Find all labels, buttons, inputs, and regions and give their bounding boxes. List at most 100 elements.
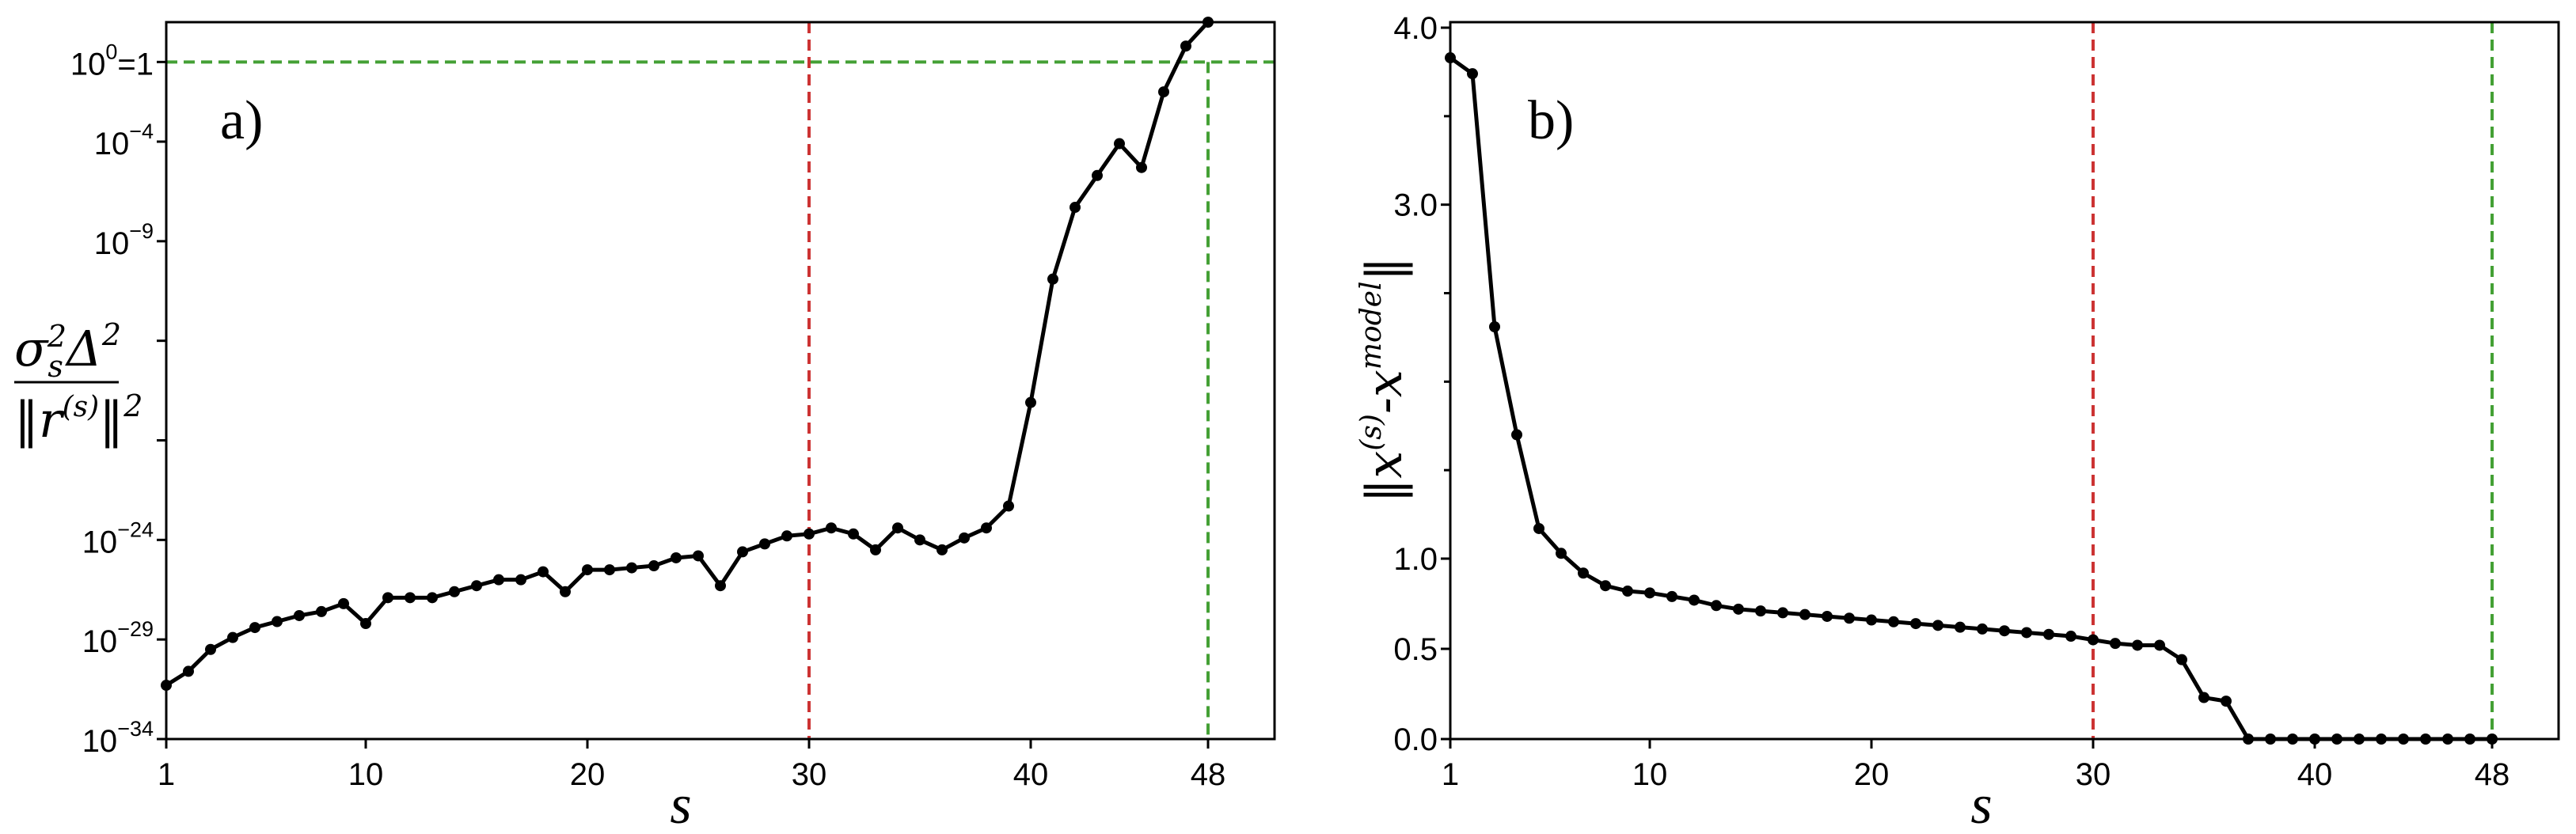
- panel-a-point: [1070, 202, 1081, 214]
- panel-a-xtick-label: 40: [1013, 757, 1049, 792]
- panel-a-point: [471, 580, 482, 592]
- panel-a-ylabel: σs2Δ2 ‖r(s)‖2: [14, 317, 142, 449]
- panel-b-point: [1467, 68, 1478, 80]
- panel-a-x-ticks: 1 10 20 30 40 48: [158, 739, 1225, 792]
- panel-a-point: [759, 538, 770, 550]
- panel-a-point: [1047, 273, 1058, 285]
- panel-a-point: [848, 528, 859, 540]
- panel-b-point: [1932, 620, 1943, 631]
- panel-b-point: [2198, 692, 2209, 703]
- panel-a-point: [205, 643, 216, 655]
- ylabel-norm-open: ‖: [14, 391, 39, 449]
- panel-a-point: [781, 530, 792, 542]
- panel-a-point: [1092, 169, 1103, 181]
- panel-b-label: b): [1528, 90, 1574, 151]
- panel-a-point: [604, 564, 615, 576]
- panel-b-point: [2154, 639, 2165, 651]
- panel-a-point: [249, 622, 260, 634]
- panel-b-point: [2132, 639, 2143, 651]
- panel-a-point: [515, 574, 526, 586]
- panel-a-point: [937, 544, 948, 555]
- panel-a-point: [427, 592, 438, 604]
- panel-a-xtick-label: 48: [1191, 757, 1226, 792]
- panel-b-point: [2088, 634, 2099, 646]
- panel-a-point: [892, 522, 903, 534]
- panel-b-point: [1689, 594, 1700, 606]
- panel-b-point: [1999, 625, 2010, 637]
- panel-a-xtick-label: 1: [158, 757, 175, 792]
- panel-b-data-series: [1445, 52, 2498, 745]
- panel-a-ytick-label: 10−29: [82, 617, 154, 659]
- panel-a-point: [648, 560, 659, 572]
- panel-a-ytick-label: 10−4: [94, 119, 154, 161]
- panel-b-point: [1556, 548, 1567, 559]
- panel-a-point: [804, 528, 815, 540]
- panel-b-xtick-label: 40: [2297, 757, 2333, 792]
- panel-a-y-ticks: 100=1 10−4 10−9 10−24 10−29 10−34: [70, 40, 166, 759]
- ylabel-delta: Δ: [65, 320, 102, 377]
- panel-a-point: [1003, 500, 1014, 512]
- panel-b-y-ticks: 0.0 0.5 1.0 3.0 4.0: [1393, 11, 1450, 757]
- panel-b-xtick-label: 10: [1632, 757, 1668, 792]
- panel-a-point: [538, 566, 549, 578]
- panel-b-point: [1955, 621, 1966, 633]
- panel-a-point: [316, 605, 327, 617]
- ylabel-sigma-sup: 2: [47, 319, 66, 354]
- panel-a-point: [1136, 161, 1147, 173]
- panel-b-point: [1622, 586, 1633, 597]
- panel-b-point: [1777, 607, 1788, 619]
- panel-b-ytick-label: 3.0: [1393, 188, 1438, 223]
- panel-b-ylabel: ‖x(s)-xmodel‖: [1355, 256, 1413, 502]
- panel-b-reference-lines: [2092, 22, 2494, 739]
- panel-a-point: [582, 564, 593, 576]
- panel-b-ytick-label: 4.0: [1393, 11, 1438, 46]
- panel-a-point: [1025, 396, 1036, 408]
- ylabel-r-sup: (s): [63, 391, 100, 423]
- panel-a-xlabel: s: [670, 775, 691, 834]
- panel-b-point: [1844, 612, 1855, 624]
- panel-b-point: [1711, 600, 1722, 612]
- panel-b-point: [1977, 623, 1988, 635]
- panel-a-xtick-label: 10: [348, 757, 384, 792]
- panel-a-frame: [165, 21, 1276, 741]
- panel-a-point: [227, 631, 238, 643]
- panel-a-point: [1180, 40, 1191, 52]
- panel-a-point: [560, 586, 571, 597]
- panel-a: 1 10 20 30 40 48 100=1 10−4 10−9 10−24 10−29 10−34…: [14, 17, 1276, 834]
- panel-b-ytick-label: 0.0: [1393, 722, 1438, 757]
- ylabel-r: r: [39, 391, 65, 449]
- svg-text:‖x(s)-xmodel‖: ‖x(s)-xmodel‖: [1355, 256, 1413, 502]
- panel-b-point: [1866, 614, 1877, 626]
- ylabel-norm-close: ‖: [99, 391, 123, 449]
- panel-a-point: [870, 544, 881, 555]
- ylabel-sigma: σ: [14, 320, 49, 377]
- panel-b-point: [2065, 631, 2076, 643]
- ylabel-b-x2: x: [1355, 370, 1413, 397]
- panel-b-ytick-label: 1.0: [1393, 542, 1438, 577]
- ylabel-b-dash: -: [1355, 397, 1413, 414]
- panel-a-label: a): [220, 90, 263, 151]
- panel-b-point: [1822, 610, 1833, 622]
- panel-b-xtick-label: 48: [2475, 757, 2510, 792]
- svg-text:σs2Δ2: σs2Δ2: [14, 317, 121, 384]
- ylabel-b-norm-close: ‖: [1355, 256, 1413, 281]
- panel-a-point: [1158, 86, 1169, 98]
- panel-b-point: [1666, 590, 1677, 602]
- panel-a-point: [715, 580, 726, 592]
- ylabel-delta-sup: 2: [101, 317, 121, 352]
- panel-b-point: [1578, 567, 1589, 579]
- panel-a-xtick-label: 20: [570, 757, 606, 792]
- panel-b-x-ticks: 1 10 20 30 40 48: [1442, 739, 2510, 792]
- panel-b-ytick-label: 0.5: [1393, 632, 1438, 667]
- panel-b-point: [1799, 608, 1810, 620]
- panel-a-xtick-label: 30: [792, 757, 827, 792]
- panel-a-data-series: [161, 17, 1214, 692]
- panel-b-xlabel: s: [1970, 775, 1992, 834]
- panel-a-ytick-label: 10−34: [82, 717, 154, 759]
- ylabel-sigma-sub: s: [47, 349, 63, 384]
- panel-a-ytick-label: 10−9: [94, 219, 154, 261]
- panel-a-reference-lines: [166, 22, 1275, 739]
- panel-a-point: [693, 550, 704, 562]
- panel-a-point: [914, 534, 925, 546]
- panel-b-xtick-label: 20: [1854, 757, 1890, 792]
